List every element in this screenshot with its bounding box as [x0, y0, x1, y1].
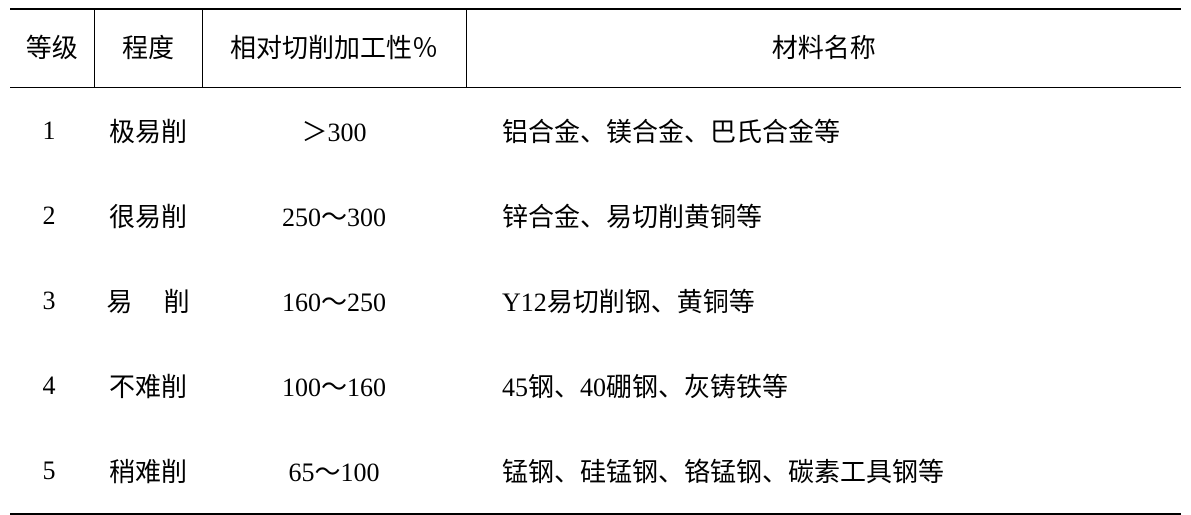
- cell-degree: 稍难削: [94, 428, 202, 514]
- table-row: 1 极易削 ＞300 铝合金、镁合金、巴氏合金等: [10, 88, 1181, 174]
- table-row: 4 不难削 100～160 45钢、40硼钢、灰铸铁等: [10, 343, 1181, 428]
- machinability-table-container: 等级 程度 相对切削加工性％ 材料名称 1 极易削 ＞300 铝合金、镁合金、巴…: [0, 0, 1191, 515]
- cell-rel: 160～250: [202, 258, 466, 343]
- table-header: 等级 程度 相对切削加工性％ 材料名称: [10, 9, 1181, 88]
- cell-degree: 很易削: [94, 173, 202, 258]
- table-row: 2 很易削 250～300 锌合金、易切削黄铜等: [10, 173, 1181, 258]
- cell-material: 铝合金、镁合金、巴氏合金等: [466, 88, 1181, 174]
- cell-rel: 100～160: [202, 343, 466, 428]
- cell-level: 3: [10, 258, 94, 343]
- cell-degree: 不难削: [94, 343, 202, 428]
- cell-level: 2: [10, 173, 94, 258]
- cell-degree: 易削: [94, 258, 202, 343]
- col-header-degree: 程度: [94, 9, 202, 88]
- cell-rel: 65～100: [202, 428, 466, 514]
- machinability-table: 等级 程度 相对切削加工性％ 材料名称 1 极易削 ＞300 铝合金、镁合金、巴…: [10, 8, 1181, 515]
- table-row: 3 易削 160～250 Y12易切削钢、黄铜等: [10, 258, 1181, 343]
- cell-level: 4: [10, 343, 94, 428]
- cell-material: 45钢、40硼钢、灰铸铁等: [466, 343, 1181, 428]
- cell-material: 锰钢、硅锰钢、铬锰钢、碳素工具钢等: [466, 428, 1181, 514]
- table-row: 5 稍难削 65～100 锰钢、硅锰钢、铬锰钢、碳素工具钢等: [10, 428, 1181, 514]
- cell-degree: 极易削: [94, 88, 202, 174]
- cell-level: 5: [10, 428, 94, 514]
- cell-material: Y12易切削钢、黄铜等: [466, 258, 1181, 343]
- col-header-rel: 相对切削加工性％: [202, 9, 466, 88]
- cell-rel: ＞300: [202, 88, 466, 174]
- cell-rel: 250～300: [202, 173, 466, 258]
- col-header-level: 等级: [10, 9, 94, 88]
- cell-material: 锌合金、易切削黄铜等: [466, 173, 1181, 258]
- cell-level: 1: [10, 88, 94, 174]
- table-body: 1 极易削 ＞300 铝合金、镁合金、巴氏合金等 2 很易削 250～300 锌…: [10, 88, 1181, 515]
- col-header-material: 材料名称: [466, 9, 1181, 88]
